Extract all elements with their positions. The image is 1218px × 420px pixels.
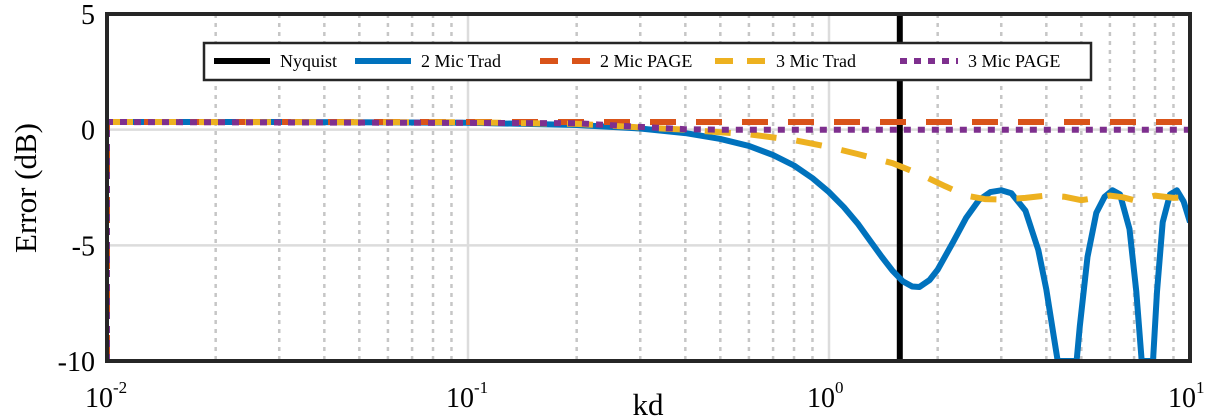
y-tick-label: 5 [81, 0, 95, 31]
y-tick-label: 0 [81, 116, 95, 147]
legend: Nyquist 2 Mic Trad 2 Mic PAGE 3 Mic Trad 3 M… [202, 41, 1093, 82]
series-line-3-mic-page [107, 119, 1190, 361]
legend-label: 2 Mic PAGE [600, 51, 692, 71]
x-axis-label: kd [633, 387, 665, 420]
y-tick-label: -5 [72, 231, 95, 262]
legend-label: 3 Mic PAGE [968, 51, 1060, 71]
legend-label: 3 Mic Trad [776, 51, 856, 71]
y-axis-label: Error (dB) [8, 123, 43, 253]
legend-label: 2 Mic Trad [421, 51, 501, 71]
y-tick-label: -10 [58, 347, 95, 378]
plot-frame [105, 12, 1192, 363]
legend-label: Nyquist [280, 51, 337, 71]
series-line-3-mic-trad [107, 119, 1190, 204]
